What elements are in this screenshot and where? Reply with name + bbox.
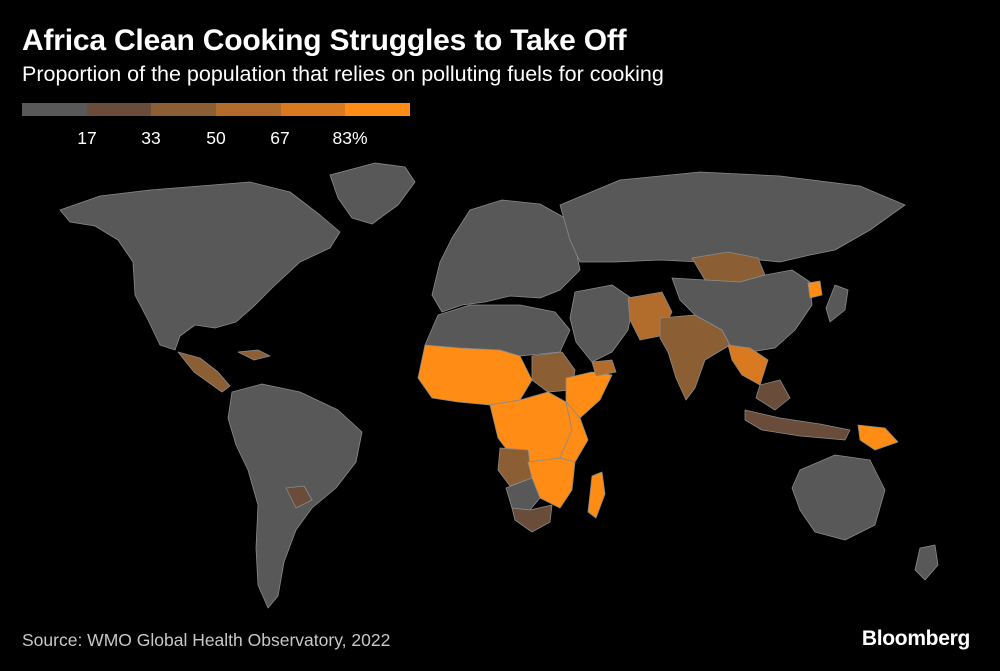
bloomberg-logo: Bloomberg [861, 627, 970, 650]
region-greenland [329, 162, 416, 225]
region-central-america [177, 351, 231, 393]
source-note: Source: WMO Global Health Observatory, 2… [22, 630, 391, 650]
legend-label: 67 [270, 128, 290, 148]
region-madagascar [587, 471, 606, 519]
legend-swatch-4 [280, 103, 346, 116]
region-russia [559, 171, 906, 263]
chart-subtitle: Proportion of the population that relies… [22, 62, 664, 86]
legend-swatch-0 [22, 103, 87, 116]
region-new-zealand [914, 544, 939, 581]
legend-label: 17 [77, 128, 97, 148]
region-europe [431, 199, 581, 313]
legend-label: 50 [206, 128, 226, 148]
region-china [671, 269, 813, 353]
legend-color-bar [22, 103, 411, 116]
legend-label: 83% [332, 128, 368, 148]
region-north-america [59, 181, 341, 351]
region-myanmar-laos [727, 344, 769, 386]
region-paraguay [285, 485, 313, 509]
legend-swatch-3 [216, 103, 281, 116]
region-indonesia [744, 409, 851, 441]
region-japan [825, 284, 849, 323]
region-australia [791, 454, 886, 541]
legend-swatch-2 [151, 103, 217, 116]
region-southeast-asia [755, 379, 791, 411]
legend-labels: 17 33 50 67 83% [22, 128, 442, 152]
region-namibia [505, 477, 541, 511]
legend-label: 33 [141, 128, 161, 148]
world-map [59, 162, 939, 609]
color-legend: 17 33 50 67 83% [22, 103, 442, 152]
legend-swatch-1 [86, 103, 152, 116]
chart-title: Africa Clean Cooking Struggles to Take O… [22, 24, 627, 57]
legend-swatch-5 [345, 103, 411, 116]
region-yemen [591, 359, 617, 377]
region-caribbean [237, 349, 271, 361]
region-papua-new-guinea [857, 424, 899, 451]
region-south-africa [511, 504, 553, 533]
region-middle-east [569, 284, 635, 363]
region-north-korea [807, 280, 823, 299]
